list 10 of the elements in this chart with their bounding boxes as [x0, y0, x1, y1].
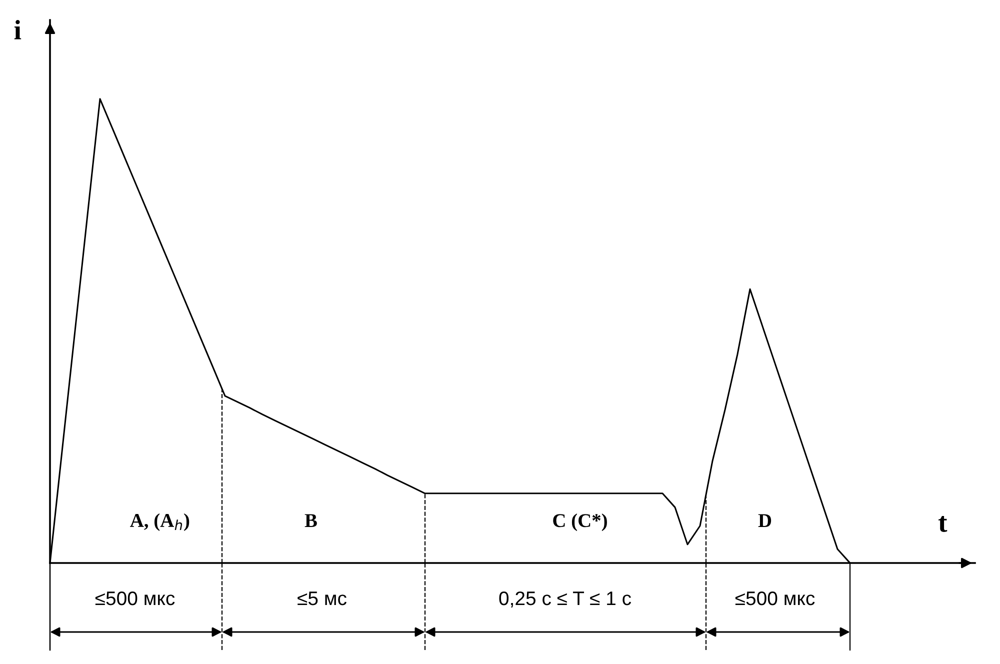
- annotation: C (C*): [553, 513, 607, 532]
- text: ≤500 мкс: [95, 591, 175, 606]
- x-axis-title: t: [938, 516, 948, 532]
- text: ≤5 мс: [298, 592, 346, 606]
- annotation: B: [304, 514, 317, 528]
- annotation: A, (A$_{h}$): [130, 513, 190, 531]
- text: 0,25 с ≤ T ≤ 1 с: [499, 591, 632, 608]
- y-axis-title: i: [14, 20, 22, 40]
- annotation: D: [758, 514, 772, 527]
- text: ≤500 мкс: [735, 591, 815, 606]
